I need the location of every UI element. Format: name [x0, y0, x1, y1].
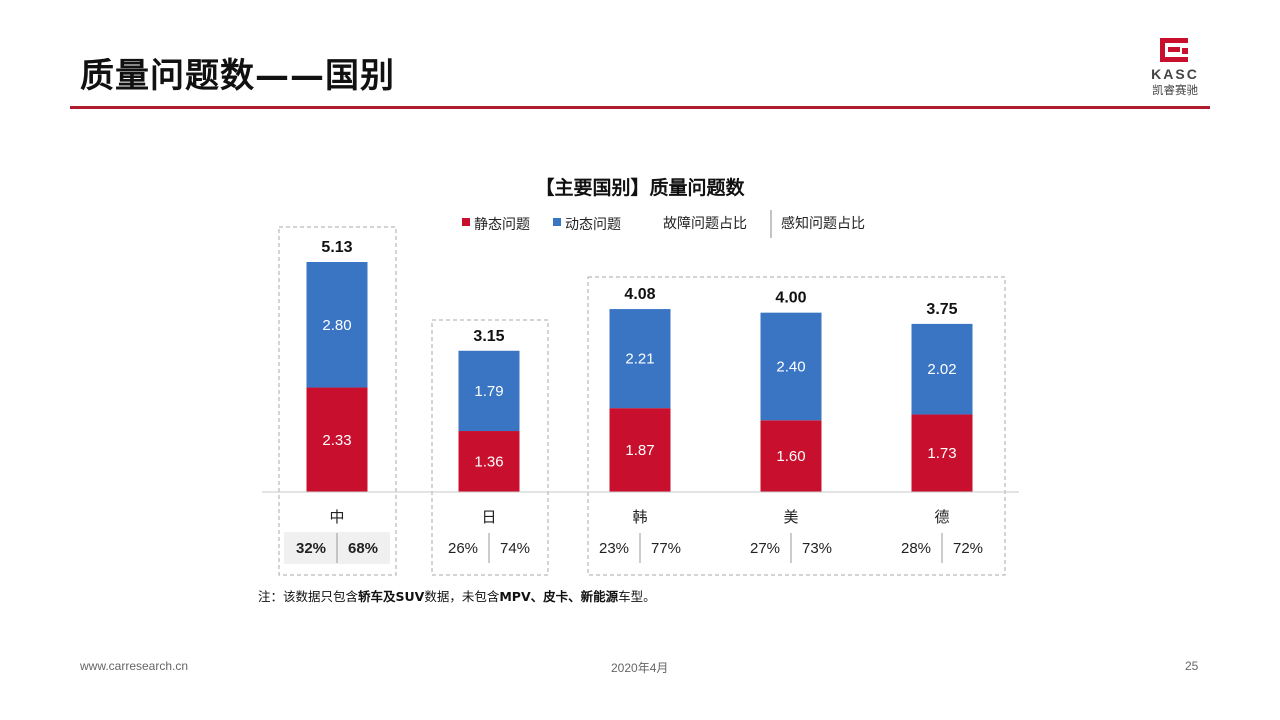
total-label-4: 3.75 [926, 301, 957, 318]
total-label-0: 5.13 [321, 239, 352, 256]
total-label-2: 4.08 [624, 286, 655, 303]
perceived-share-0: 68% [348, 540, 378, 557]
data-label-static-2: 1.87 [625, 442, 654, 459]
legend-label-dynamic: 动态问题 [565, 217, 621, 233]
data-label-dynamic-2: 2.21 [625, 351, 654, 368]
category-label-2: 韩 [632, 508, 647, 526]
category-label-0: 中 [329, 508, 344, 526]
page-number: 25 [1185, 659, 1199, 673]
logo-mark-icon [1160, 38, 1188, 62]
bar-static-2 [609, 408, 671, 492]
bar-static-1 [458, 431, 520, 492]
perceived-share-3: 73% [802, 540, 832, 557]
total-label-1: 3.15 [473, 328, 504, 345]
note-bold-1: 轿车及SUV [358, 589, 425, 604]
category-label-4: 德 [934, 508, 949, 526]
legend-swatch-dynamic [553, 218, 561, 226]
bar-dynamic-3 [760, 312, 822, 421]
group-frame-china [278, 226, 397, 576]
bar-dynamic-4 [911, 323, 973, 415]
bar-dynamic-2 [609, 309, 671, 409]
footnote: 注：该数据只包含轿车及SUV数据，未包含MPV、皮卡、新能源车型。 [258, 586, 656, 605]
logo-brand: KASC [1151, 66, 1199, 82]
fault-share-0: 32% [296, 540, 326, 557]
fault-share-2: 23% [599, 540, 629, 557]
bar-static-4 [911, 414, 973, 492]
legend-label-fault-share: 故障问题占比 [663, 216, 747, 232]
note-bold-2: MPV、皮卡、新能源 [499, 589, 619, 604]
category-label-3: 美 [783, 508, 798, 526]
data-label-dynamic-1: 1.79 [474, 383, 503, 400]
bar-dynamic-1 [458, 350, 520, 432]
bar-dynamic-0 [306, 262, 368, 388]
group-frame-others [587, 276, 1006, 576]
bar-static-3 [760, 420, 822, 492]
perceived-share-1: 74% [500, 540, 530, 557]
kasc-logo: KASC 凯睿赛驰 [1151, 38, 1199, 97]
perceived-share-2: 77% [651, 540, 681, 557]
data-label-static-3: 1.60 [776, 448, 805, 465]
data-label-static-4: 1.73 [927, 445, 956, 462]
footer-date: 2020年4月 [611, 661, 669, 675]
page-title: 质量问题数——国别 [80, 56, 395, 96]
data-label-dynamic-0: 2.80 [322, 317, 351, 334]
fault-share-4: 28% [901, 540, 931, 557]
note-suffix: 车型。 [618, 589, 656, 604]
title-divider [70, 106, 1210, 109]
perceived-share-4: 72% [953, 540, 983, 557]
note-prefix: 注：该数据只包含 [258, 589, 359, 604]
category-label-1: 日 [481, 508, 496, 526]
fault-share-1: 26% [448, 540, 478, 557]
data-label-dynamic-3: 2.40 [776, 358, 805, 375]
bar-static-0 [306, 387, 368, 492]
data-label-static-1: 1.36 [474, 454, 503, 471]
logo-name: 凯睿赛驰 [1152, 83, 1198, 97]
legend-label-static: 静态问题 [474, 217, 530, 233]
group-frame-japan [431, 319, 549, 576]
legend-swatch-static [462, 218, 470, 226]
data-label-static-0: 2.33 [322, 432, 351, 449]
total-label-3: 4.00 [775, 290, 806, 307]
data-label-dynamic-4: 2.02 [927, 361, 956, 378]
fault-share-3: 27% [750, 540, 780, 557]
chart-title: 【主要国别】质量问题数 [535, 176, 745, 199]
footer-url: www.carresearch.cn [80, 659, 189, 673]
note-mid: 数据，未包含 [424, 589, 500, 604]
legend-label-perceived-share: 感知问题占比 [781, 215, 865, 232]
